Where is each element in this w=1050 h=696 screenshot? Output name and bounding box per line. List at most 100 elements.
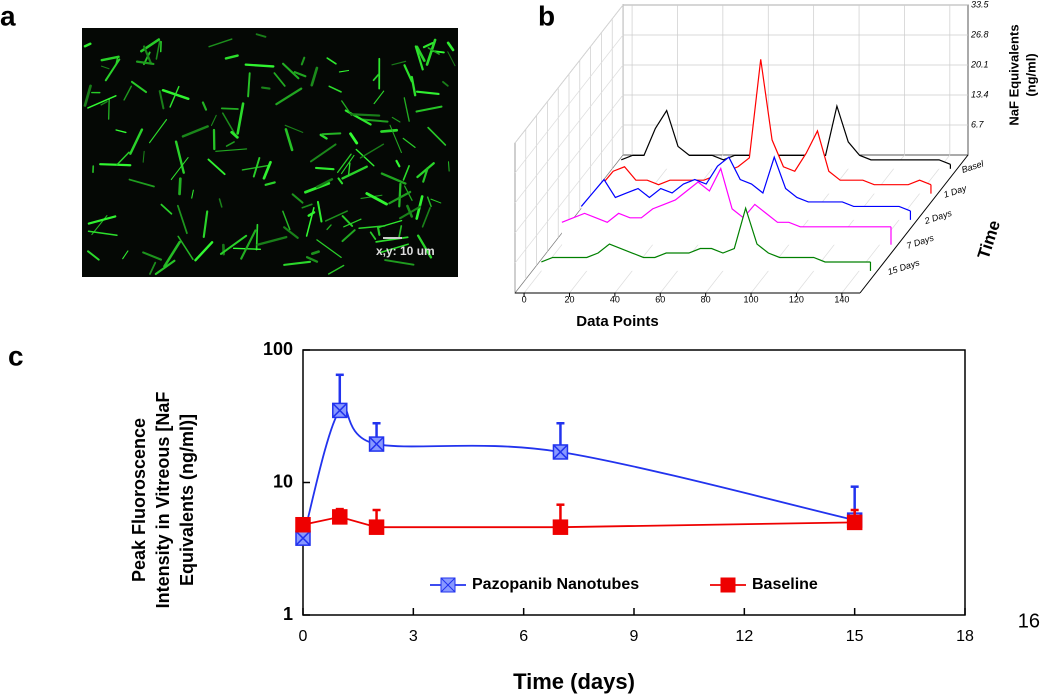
fiber: [83, 84, 92, 107]
series-line: [302, 406, 855, 539]
fiber: [291, 193, 304, 204]
x-tick-label: 0: [299, 628, 308, 645]
legend-label: Baseline: [752, 576, 818, 593]
fiber: [181, 125, 209, 138]
z-axis-label: (ng/ml): [1023, 53, 1038, 96]
fiber: [283, 260, 312, 266]
fiber: [283, 226, 299, 239]
fiber: [379, 243, 409, 254]
fiber: [324, 210, 348, 222]
fiber: [154, 259, 176, 276]
fiber: [83, 42, 92, 48]
fiber: [178, 177, 182, 196]
x-tick-label: 120: [789, 294, 804, 304]
micrograph: [82, 28, 458, 277]
fiber: [273, 72, 286, 87]
z-tick-label: 20.1: [970, 59, 989, 69]
fiber: [310, 66, 319, 87]
z-axis-label: NaF Equivalents: [1006, 24, 1021, 125]
series-label: 2 Days: [922, 208, 953, 227]
fiber: [207, 158, 226, 176]
marker: [295, 530, 311, 546]
fiber: [388, 190, 412, 205]
legend-marker: [440, 577, 456, 593]
y-tick-label: 10: [273, 471, 293, 491]
series-label: 7 Days: [905, 233, 935, 251]
fiber: [191, 189, 194, 199]
fiber: [284, 124, 304, 133]
marker-square: [295, 516, 311, 533]
fiber: [343, 218, 362, 228]
grid-line: [514, 4, 624, 144]
fiber: [225, 141, 235, 147]
fiber: [430, 198, 442, 204]
fiber: [384, 259, 415, 266]
fiber: [380, 172, 407, 185]
fiber: [315, 178, 334, 189]
fiber: [255, 33, 267, 38]
marker: [368, 519, 385, 535]
fiber: [100, 55, 120, 62]
fiber: [300, 56, 306, 66]
fiber: [442, 80, 449, 87]
fiber: [377, 226, 381, 236]
z-tick-label: 26.8: [970, 29, 989, 39]
fiber: [446, 41, 455, 52]
fiber: [87, 215, 117, 225]
marker-square: [552, 519, 569, 535]
x-tick-label: 80: [701, 294, 711, 304]
fiber: [337, 177, 344, 185]
z-tick-label: 6.7: [971, 119, 985, 129]
fiber: [391, 116, 401, 123]
fiber: [169, 85, 180, 108]
fiber: [281, 62, 300, 80]
legend-marker: [720, 577, 736, 593]
fiber: [427, 126, 447, 146]
fiber: [372, 73, 380, 82]
fiber: [309, 143, 337, 163]
fiber: [416, 162, 435, 179]
fiber: [447, 161, 450, 172]
fiber: [365, 192, 388, 206]
fiber: [148, 119, 168, 144]
x-tick-label: 18: [956, 628, 974, 645]
fiber: [403, 97, 410, 122]
fiber: [375, 236, 409, 243]
fiber: [336, 153, 352, 174]
fiber: [135, 60, 155, 66]
fiber: [341, 100, 353, 116]
fiber: [310, 250, 320, 256]
micrograph-background: [82, 28, 458, 277]
trace-fill: [601, 59, 931, 194]
marker-square: [332, 509, 348, 525]
fiber: [107, 97, 110, 120]
fiber: [282, 210, 291, 231]
fiber: [398, 225, 403, 238]
marker: [552, 519, 569, 535]
fiber: [447, 51, 456, 67]
x-tick-label: 60: [655, 294, 665, 304]
y-tick-label: 1: [283, 604, 293, 624]
scale-label: x,y: 10 um: [376, 244, 435, 258]
fiber: [422, 167, 429, 183]
fiber: [142, 251, 163, 261]
fiber: [391, 60, 407, 66]
marker-square: [368, 519, 385, 535]
series-label: 15 Days: [886, 257, 921, 277]
fiber: [241, 164, 269, 171]
fiber: [427, 47, 440, 55]
marker-square: [846, 514, 863, 531]
fiber: [210, 114, 217, 127]
fiber: [338, 69, 350, 73]
panel-label: a: [0, 0, 16, 31]
trace: [561, 166, 891, 228]
panel-label: c: [8, 340, 24, 371]
fiber: [301, 203, 313, 209]
x-tick-label: 0: [522, 294, 527, 304]
fiber: [347, 162, 351, 176]
fiber: [421, 207, 431, 228]
fiber: [389, 124, 402, 154]
x-tick-label: 100: [744, 294, 759, 304]
fiber: [177, 235, 194, 260]
marker: [846, 514, 863, 531]
